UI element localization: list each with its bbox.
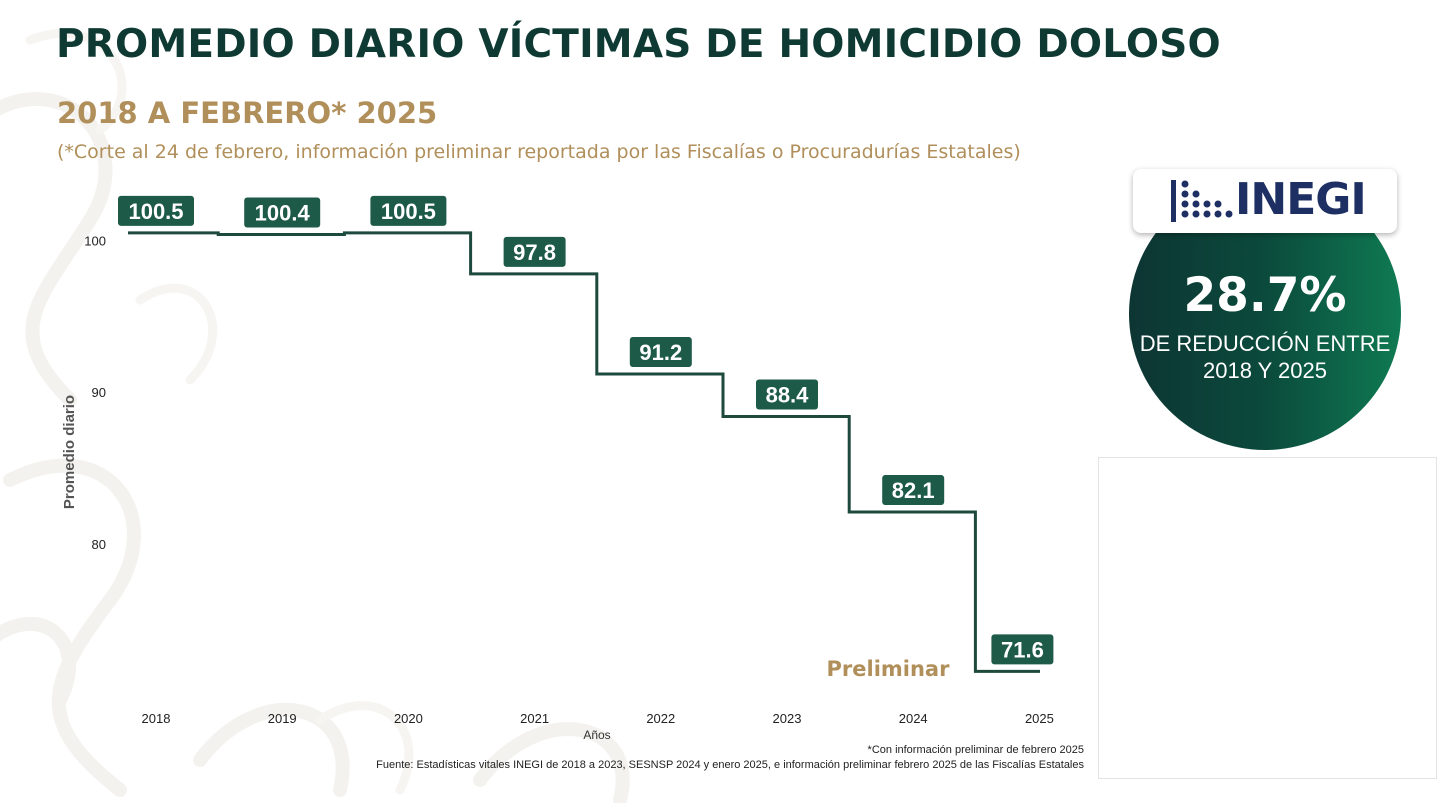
data-label: 88.4: [766, 382, 810, 407]
data-label: 97.8: [513, 240, 556, 265]
x-tick-label: 2025: [1025, 711, 1054, 726]
preliminar-annotation: Preliminar: [827, 657, 951, 681]
cutoff-note: (*Corte al 24 de febrero, información pr…: [57, 141, 1021, 163]
y-tick-label: 90: [92, 385, 106, 400]
reduction-caption-line2: 2018 Y 2025: [1203, 358, 1327, 383]
data-label: 82.1: [892, 478, 935, 503]
data-label-box: [244, 197, 321, 228]
x-tick-label: 2019: [268, 711, 297, 726]
data-label: 100.5: [128, 199, 183, 224]
x-tick-label: 2023: [773, 711, 802, 726]
y-axis-title: Promedio diario: [61, 395, 78, 509]
data-label-box: [629, 337, 692, 368]
series-step-line: [128, 231, 1040, 673]
page-subtitle: 2018 A FEBRERO* 2025: [57, 96, 438, 130]
x-tick-label: 2024: [899, 711, 928, 726]
page-title: PROMEDIO DIARIO VÍCTIMAS DE HOMICIDIO DO…: [56, 22, 1221, 67]
data-label: 91.2: [639, 340, 682, 365]
data-label: 100.5: [381, 199, 436, 224]
x-axis-title: Años: [583, 728, 610, 742]
x-tick-label: 2018: [142, 711, 171, 726]
inegi-dots-icon: [1171, 180, 1233, 222]
step-line-chart: 80 90 100 Promedio diario 100.5 100.4 100.5 9…: [61, 195, 1054, 742]
reduction-caption-line1: DE REDUCCIÓN ENTRE: [1139, 331, 1391, 356]
data-label-box: [882, 475, 945, 506]
inegi-logo: INEGI: [1133, 169, 1397, 233]
x-tick-label: 2021: [520, 711, 549, 726]
data-label-box: [991, 634, 1054, 665]
data-label: 71.6: [1001, 637, 1044, 662]
source-note: Fuente: Estadísticas vitales INEGI de 20…: [376, 759, 1084, 771]
footnote: *Con información preliminar de febrero 2…: [867, 744, 1084, 756]
data-label-box: [370, 195, 447, 226]
data-labels: 100.5 100.4 100.5 97.8 91.2 88.4 82.1 71.6: [118, 195, 1054, 665]
y-tick-label: 100: [84, 234, 106, 249]
blank-panel: [1098, 457, 1437, 779]
reduction-value: 28.7%: [1183, 268, 1347, 323]
data-label-box: [503, 236, 566, 267]
data-label-box: [118, 195, 194, 226]
x-tick-label: 2020: [394, 711, 423, 726]
y-tick-label: 80: [92, 537, 106, 552]
reduction-caption: DE REDUCCIÓN ENTRE 2018 Y 2025: [1129, 330, 1401, 384]
x-tick-label: 2022: [646, 711, 675, 726]
data-label: 100.4: [255, 200, 311, 225]
data-label-box: [756, 379, 818, 410]
inegi-logo-text: INEGI: [1235, 174, 1367, 225]
x-axis: 2018 2019 2020 2021 2022 2023 2024 2025: [142, 711, 1054, 726]
y-axis: 80 90 100: [84, 234, 106, 552]
